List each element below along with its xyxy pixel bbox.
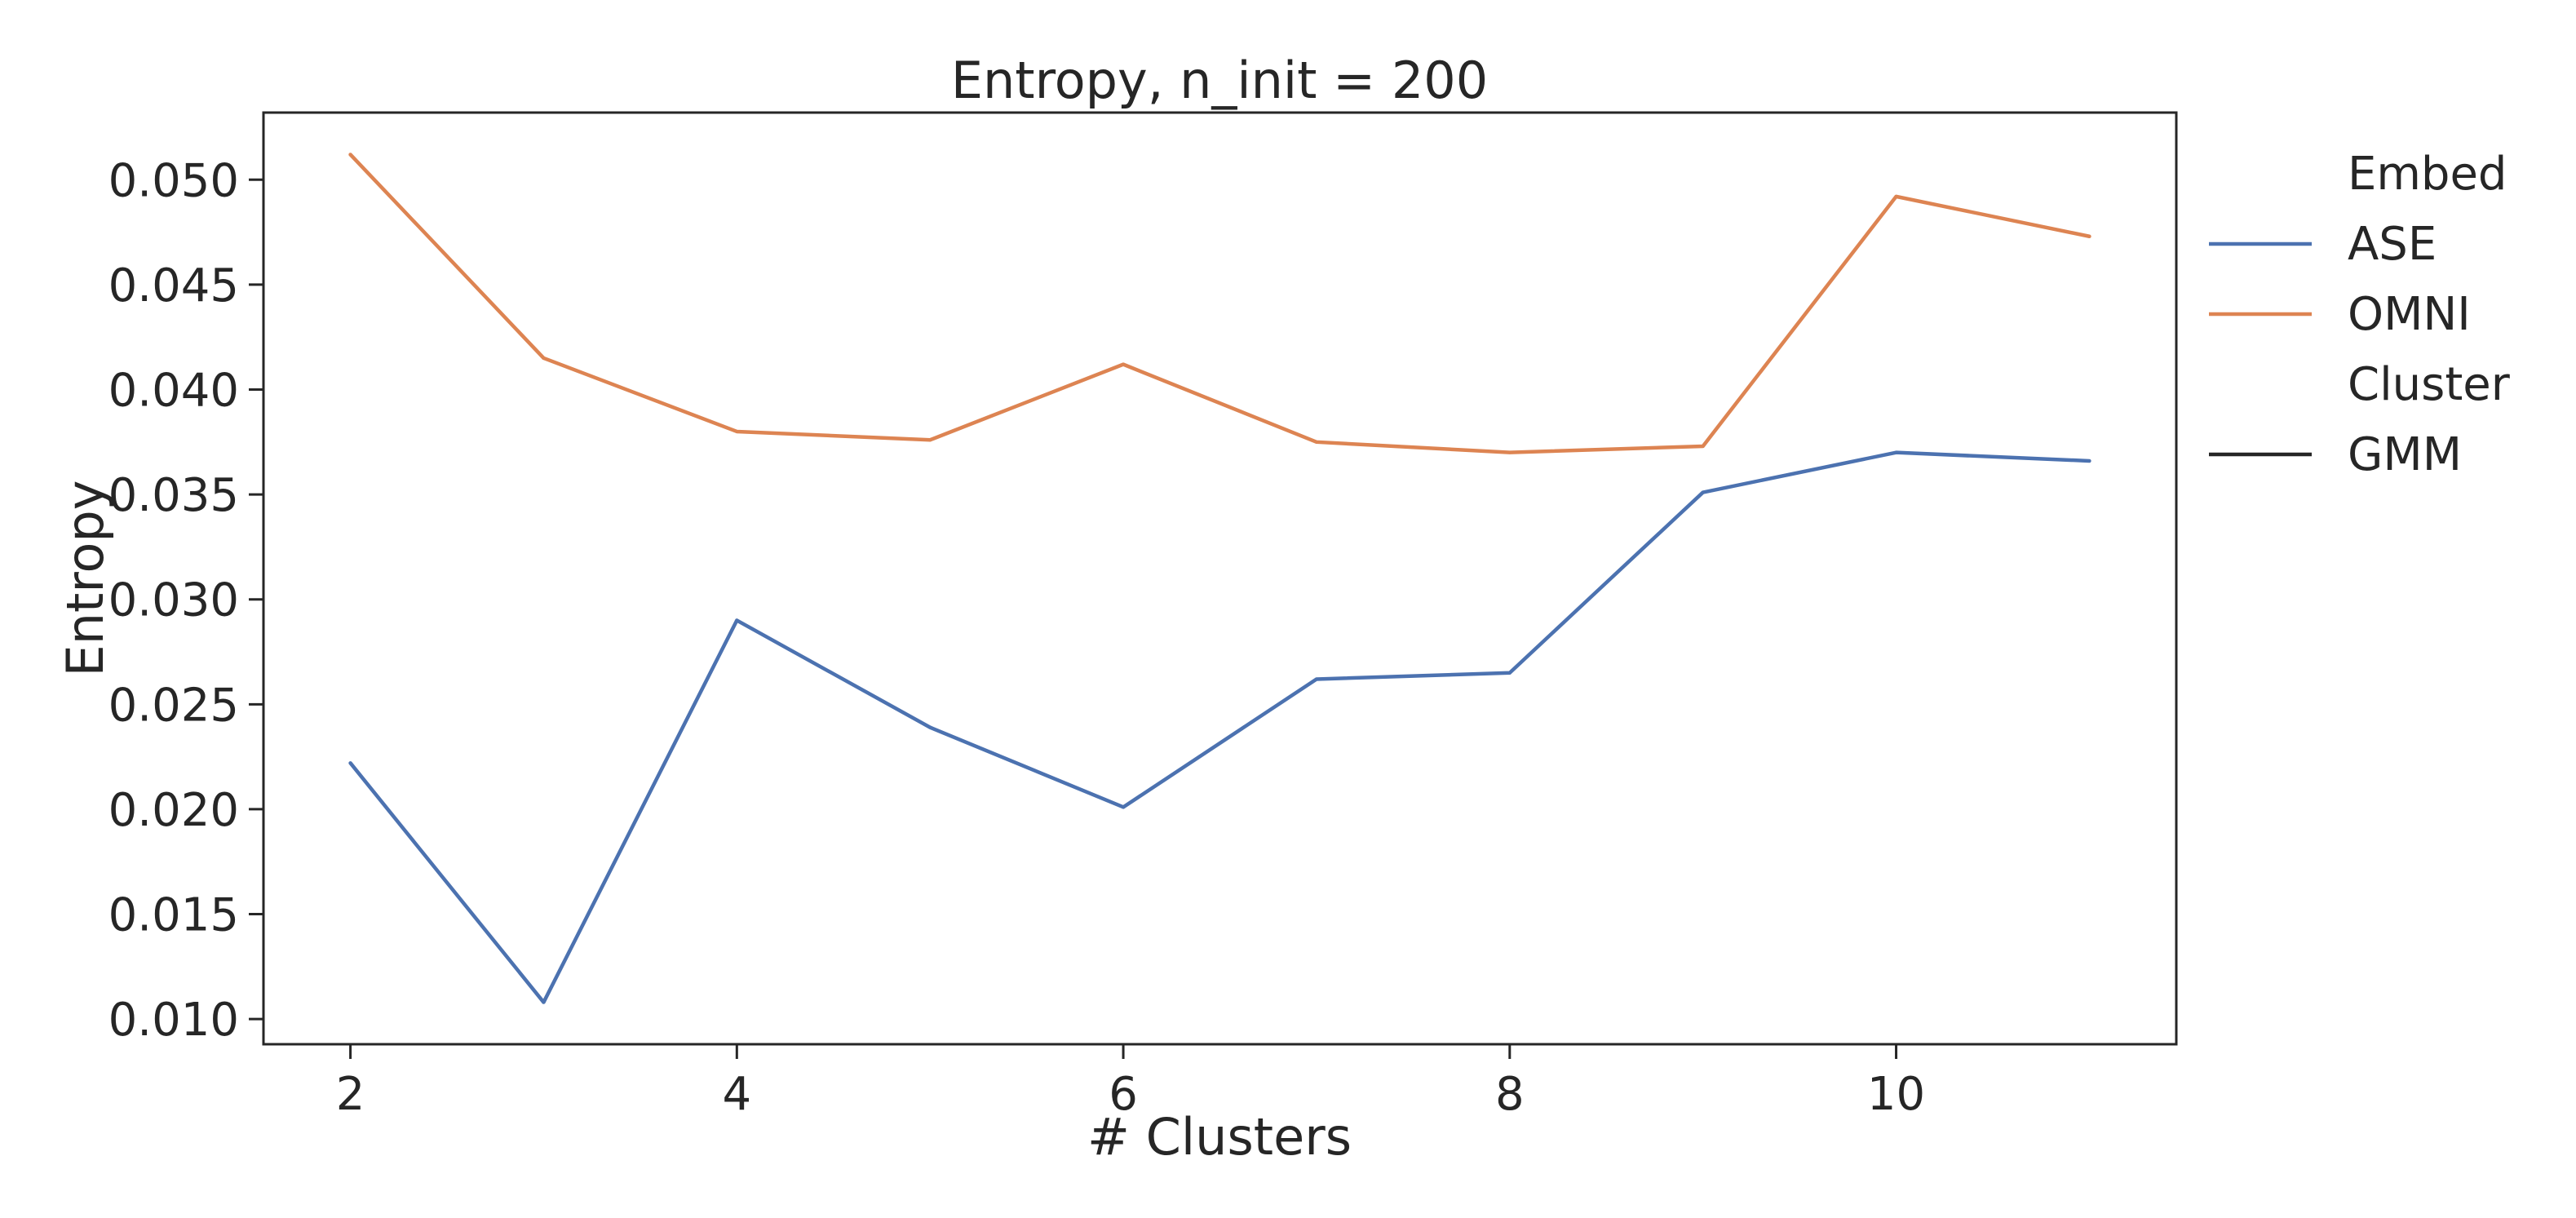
series-line-ase: [348, 450, 2091, 1004]
data-point-ase: [348, 761, 352, 765]
data-point-omni: [2087, 234, 2091, 238]
legend-entry-label: GMM: [2348, 428, 2462, 481]
legend-entry-label: ASE: [2348, 218, 2437, 271]
x-axis-label: # Clusters: [1087, 1107, 1352, 1167]
y-tick-label: 0.025: [108, 679, 239, 732]
plot-area-frame: [262, 111, 2178, 1046]
data-point-omni: [1122, 362, 1126, 366]
y-tick-label: 0.015: [108, 889, 239, 942]
x-tick-label: 4: [723, 1068, 752, 1121]
data-point-ase: [1507, 671, 1512, 675]
data-point-omni: [1314, 440, 1318, 444]
x-tick-label: 6: [1109, 1068, 1138, 1121]
x-tick-label: 2: [336, 1068, 365, 1121]
data-point-omni: [1894, 194, 1898, 198]
data-point-omni: [735, 429, 739, 433]
data-point-omni: [542, 356, 546, 360]
y-axis-ticks: 0.010 0.015 0.020 0.025 0.030 0.035 0.040 0.045…: [108, 154, 263, 1047]
data-point-ase: [1314, 677, 1318, 681]
y-tick-label: 0.030: [108, 574, 239, 627]
legend-heading: Embed: [2348, 148, 2507, 201]
series-lines: [348, 153, 2091, 1004]
x-tick-label: 8: [1495, 1068, 1525, 1121]
data-point-ase: [1122, 805, 1126, 809]
legend-heading: Cluster: [2348, 358, 2511, 411]
y-tick-label: 0.045: [108, 259, 239, 312]
y-axis-label: Entropy: [55, 481, 115, 677]
data-point-ase: [1894, 450, 1898, 454]
y-tick-label: 0.020: [108, 784, 239, 837]
data-point-ase: [2087, 458, 2091, 463]
data-point-ase: [1701, 490, 1705, 494]
legend: Embed ASE OMNI Cluster GMM: [2209, 148, 2511, 481]
data-point-omni: [1507, 450, 1512, 454]
x-axis-ticks: 2 4 6 8 10: [336, 1044, 1925, 1121]
chart-title: Entropy, n_init = 200: [951, 51, 1488, 110]
data-point-omni: [1701, 444, 1705, 448]
data-point-ase: [928, 725, 932, 729]
x-tick-label: 10: [1867, 1068, 1925, 1121]
data-point-ase: [542, 1000, 546, 1004]
legend-entry-label: OMNI: [2348, 288, 2471, 341]
y-tick-label: 0.035: [108, 469, 239, 522]
y-tick-label: 0.050: [108, 154, 239, 207]
data-point-omni: [928, 438, 932, 442]
data-point-omni: [348, 153, 352, 157]
y-tick-label: 0.010: [108, 994, 239, 1047]
data-point-ase: [735, 618, 739, 622]
series-line-omni: [348, 153, 2091, 454]
y-tick-label: 0.040: [108, 365, 239, 418]
